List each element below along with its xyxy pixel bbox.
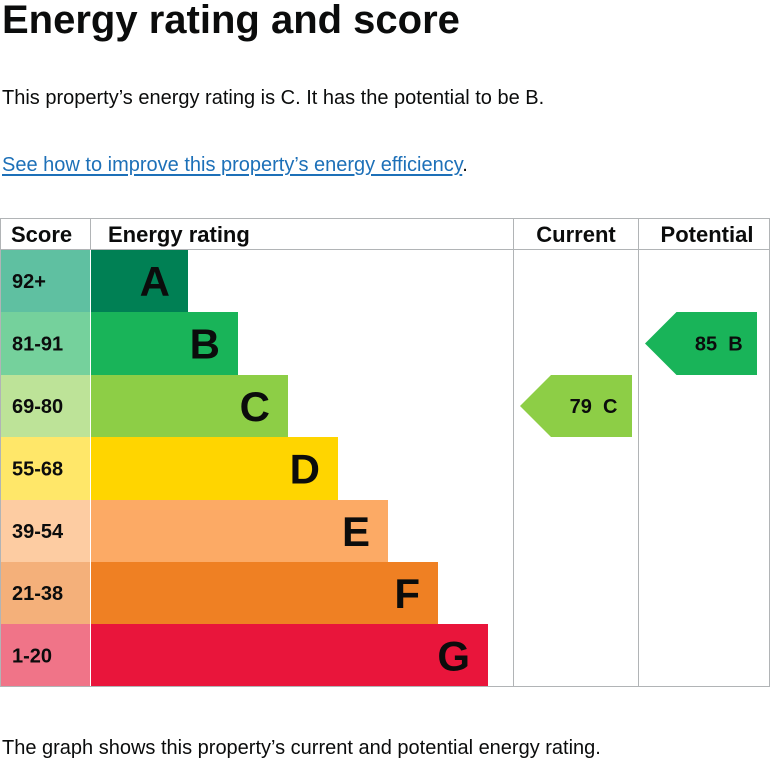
score-cell-d xyxy=(0,437,90,500)
improve-efficiency-link[interactable]: See how to improve this property’s energ… xyxy=(2,154,463,176)
potential-header: Potential xyxy=(661,222,754,247)
rating-bar-c xyxy=(91,375,288,437)
page-title: Energy rating and score xyxy=(2,0,460,42)
score-label-f: 21-38 xyxy=(12,583,63,605)
score-label-a: 92+ xyxy=(12,271,46,293)
score-header: Score xyxy=(11,222,72,247)
energy-rating-header: Energy rating xyxy=(108,222,250,247)
current-rating-arrow xyxy=(520,375,632,437)
score-label-g: 1-20 xyxy=(12,646,52,668)
score-label-b: 81-91 xyxy=(12,334,63,356)
rating-letter-d: D xyxy=(290,446,320,493)
graph-description: The graph shows this property’s current … xyxy=(2,737,601,759)
rating-letter-b: B xyxy=(190,321,220,368)
rating-bar-e xyxy=(91,500,388,562)
score-cell-e xyxy=(0,500,90,562)
score-label-e: 39-54 xyxy=(12,521,64,543)
improve-suffix: . xyxy=(462,154,468,176)
chart-border xyxy=(0,218,770,687)
rating-bar-g xyxy=(91,624,488,687)
score-cell-a xyxy=(0,250,90,312)
potential-rating-label: 85 B xyxy=(695,334,743,356)
arrows-layer: 79 C 85 B xyxy=(520,312,757,437)
score-cell-c xyxy=(0,375,90,437)
potential-rating-arrow xyxy=(645,312,757,375)
grid-layer xyxy=(0,218,770,687)
rating-letter-c: C xyxy=(240,383,270,430)
rating-letter-f: F xyxy=(394,570,420,617)
header-row: Score Energy rating Current Potential xyxy=(11,222,753,247)
score-cell-g xyxy=(0,624,90,687)
score-cell-b xyxy=(0,312,90,375)
current-rating-label: 79 C xyxy=(570,396,618,418)
rating-bar-d xyxy=(91,437,338,500)
rating-letter-g: G xyxy=(437,633,470,680)
rating-letter-e: E xyxy=(342,508,370,555)
rating-bar-b xyxy=(91,312,238,375)
score-cell-f xyxy=(0,562,90,624)
current-header: Current xyxy=(536,222,616,247)
rating-letter-a: A xyxy=(140,258,170,305)
score-label-d: 55-68 xyxy=(12,459,63,481)
bands-layer: 92+ A 81-91 B 69-80 C 55-68 D 39-54 E 21-38 F 1-20 G xyxy=(0,250,488,687)
rating-summary: This property’s energy rating is C. It h… xyxy=(2,87,545,109)
improve-paragraph: See how to improve this property’s energ… xyxy=(2,151,468,179)
score-label-c: 69-80 xyxy=(12,396,63,418)
rating-bar-f xyxy=(91,562,438,624)
rating-bar-a xyxy=(91,250,188,312)
